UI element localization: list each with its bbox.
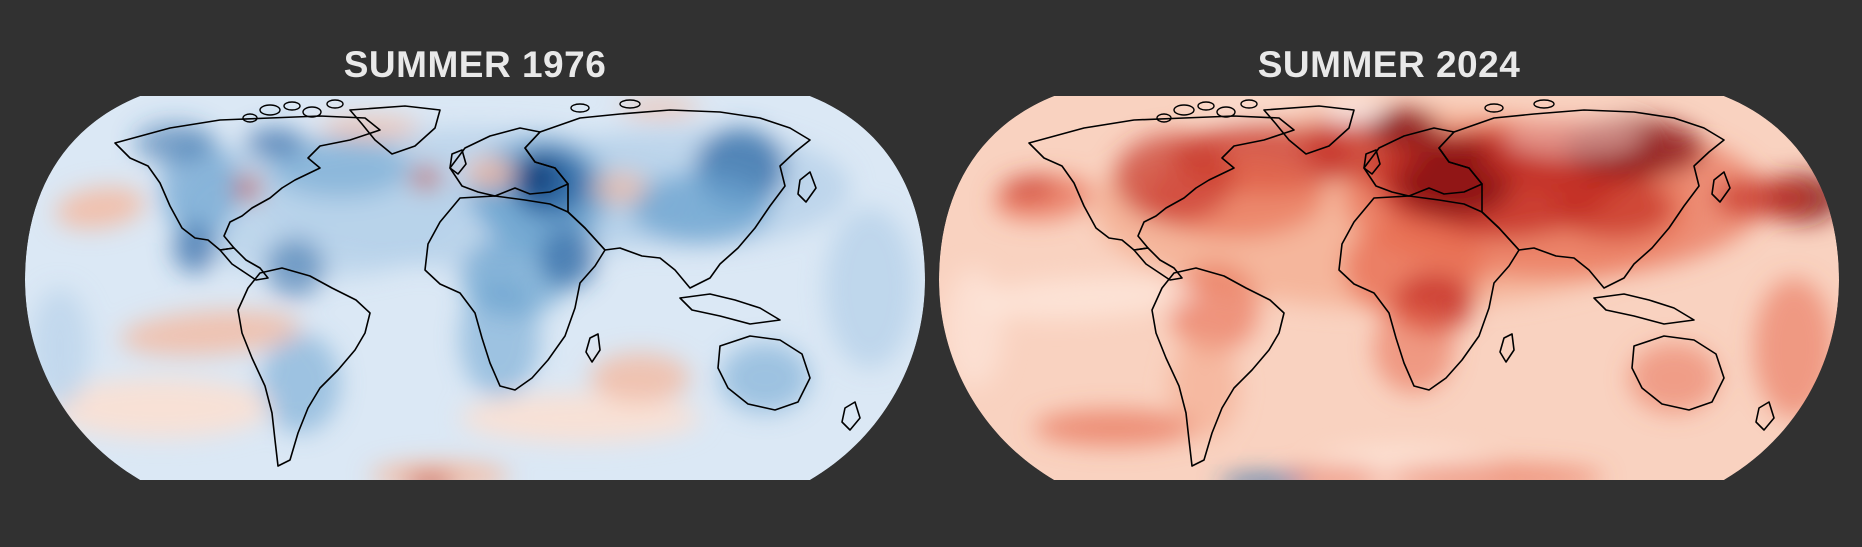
anomaly-patch — [234, 174, 262, 202]
anomaly-patch — [1629, 343, 1719, 413]
anomaly-patch — [30, 288, 90, 408]
coastline-uk — [1363, 149, 1381, 175]
coastline-japan — [797, 171, 817, 203]
anomaly-patch — [1169, 263, 1259, 353]
anomaly-patch — [135, 123, 215, 163]
world-map-2024 — [939, 96, 1839, 480]
island — [619, 99, 641, 109]
coastline-uk — [449, 149, 467, 175]
anomaly-patch — [410, 166, 442, 190]
anomaly-patch — [825, 208, 915, 368]
anomaly-patch — [630, 173, 770, 243]
coastline-new-zealand — [841, 401, 861, 431]
anomaly-patch — [518, 156, 558, 200]
anomaly-patch — [720, 343, 810, 413]
anomaly-patch — [320, 116, 420, 140]
coastline-africa — [424, 195, 606, 391]
anomaly-patch — [1504, 118, 1644, 158]
island — [302, 106, 322, 118]
anomaly-patch — [160, 138, 240, 238]
island — [1533, 99, 1555, 109]
coastline-new-zealand — [1755, 401, 1775, 431]
coastline-australia — [1631, 335, 1725, 411]
panel-title-1976: SUMMER 1976 — [343, 44, 607, 85]
anomaly-shading — [30, 98, 915, 480]
anomaly-patch — [1219, 475, 1309, 480]
panel-title-2024: SUMMER 2024 — [1257, 44, 1521, 85]
coastline-madagascar — [1499, 333, 1515, 363]
coastline-north-america — [1028, 115, 1295, 251]
world-map-1976 — [25, 96, 925, 480]
coastline-asia — [1438, 109, 1725, 289]
anomaly-field — [939, 96, 1839, 480]
coastline-greenland — [1263, 105, 1355, 155]
coastline-asia — [524, 109, 811, 289]
coastline-africa — [1338, 195, 1520, 391]
island — [1197, 101, 1215, 111]
island — [1484, 103, 1504, 113]
anomaly-patch — [1714, 178, 1814, 218]
coastline-madagascar — [585, 333, 601, 363]
coastline-japan — [1711, 171, 1731, 203]
anomaly-patch — [120, 310, 300, 356]
anomaly-patch — [1374, 303, 1454, 393]
anomaly-patch — [590, 353, 690, 403]
anomaly-shading — [944, 98, 1839, 480]
island — [242, 113, 258, 123]
island — [570, 103, 590, 113]
anomaly-patch — [1384, 464, 1604, 480]
anomaly-field — [25, 96, 925, 480]
island — [1216, 106, 1236, 118]
anomaly-patch — [1034, 410, 1194, 446]
island — [1240, 99, 1258, 109]
anomaly-patch — [460, 278, 540, 398]
anomaly-patch — [270, 138, 410, 198]
anomaly-patch — [540, 228, 596, 288]
island — [283, 101, 301, 111]
anomaly-patch — [1554, 178, 1674, 238]
island — [259, 104, 281, 116]
anomaly-patch — [944, 268, 1004, 388]
anomaly-patch — [50, 378, 270, 438]
anomaly-patch — [460, 393, 700, 443]
coastline-south-america — [237, 267, 371, 467]
anomaly-patch — [1369, 108, 1439, 148]
anomaly-patch — [1001, 175, 1057, 201]
anomaly-patch — [173, 223, 217, 273]
coastline-australia — [717, 335, 811, 411]
anomaly-patch — [405, 475, 455, 480]
coastlines — [114, 105, 861, 467]
anomaly-patch — [245, 128, 305, 158]
coastline-north-america — [114, 115, 381, 251]
island — [326, 99, 344, 109]
anomaly-patch — [592, 172, 648, 204]
coastline-indonesia — [679, 293, 781, 325]
island — [1173, 104, 1195, 116]
anomaly-patch — [1194, 98, 1314, 118]
anomaly-patch — [265, 238, 325, 298]
coastline-central-america — [1133, 247, 1183, 281]
anomaly-patch — [55, 187, 145, 229]
anomaly-patch — [1324, 103, 1384, 123]
panel-summer-2024: SUMMER 2024 — [934, 0, 1844, 547]
anomaly-patch — [465, 158, 515, 188]
coastline-indonesia — [1593, 293, 1695, 325]
arctic-islands — [1156, 99, 1555, 123]
anomaly-patch — [1754, 278, 1834, 418]
panel-summer-1976: SUMMER 1976 — [20, 0, 930, 547]
anomaly-patch — [1284, 468, 1384, 480]
coastline-south-america — [1151, 267, 1285, 467]
coastline-central-america — [219, 247, 269, 281]
anomaly-patch — [974, 277, 1194, 319]
coastline-greenland — [349, 105, 441, 155]
anomaly-patch — [1114, 133, 1234, 223]
island — [1156, 113, 1172, 123]
anomaly-patch — [260, 333, 340, 433]
arctic-islands — [242, 99, 641, 123]
coastlines — [1028, 105, 1775, 467]
